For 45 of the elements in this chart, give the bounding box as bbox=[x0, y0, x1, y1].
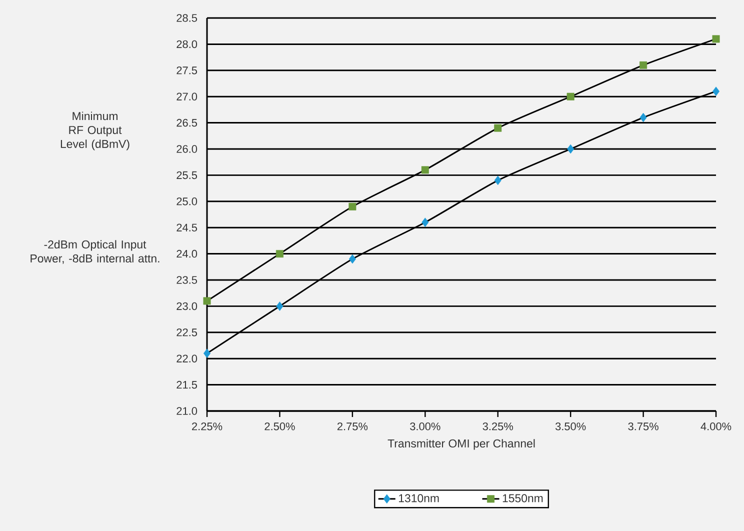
y-tick-label: 25.5 bbox=[176, 171, 198, 180]
point bbox=[348, 202, 356, 210]
y-axis-title: Minimum RF Output Level (dBmV) bbox=[60, 112, 130, 150]
x-tick-label: 4.00% bbox=[700, 422, 732, 430]
x-tick-label: 3.00% bbox=[410, 422, 440, 430]
point bbox=[203, 348, 211, 358]
legend-label: 1550nm bbox=[502, 494, 543, 502]
y-tick-label: 22.0 bbox=[176, 354, 198, 362]
point bbox=[640, 112, 647, 122]
text: -2dBm Optical Input Power, -8dB internal attn. bbox=[30, 240, 160, 264]
y-tick-label: 24.0 bbox=[176, 250, 198, 258]
x-tick-label: 3.75% bbox=[628, 422, 658, 430]
point bbox=[422, 218, 429, 227]
x-tick-label: 2.50% bbox=[264, 422, 295, 430]
point bbox=[203, 297, 211, 305]
x-tick-label: 3.50% bbox=[555, 422, 586, 430]
point bbox=[276, 250, 284, 258]
legend-label: 1310nm bbox=[398, 494, 439, 502]
point bbox=[421, 166, 429, 174]
y-tick-label: 25.0 bbox=[176, 198, 198, 206]
x-tick-label: 2.25% bbox=[192, 422, 222, 430]
y-tick-label: 28.5 bbox=[176, 14, 198, 22]
y-tick-label: 24.5 bbox=[176, 224, 198, 232]
point bbox=[494, 176, 502, 186]
x-tick-label: 2.75% bbox=[337, 422, 368, 430]
x-axis-title: Transmitter OMI per Channel bbox=[388, 439, 535, 450]
point bbox=[712, 35, 720, 43]
y-tick-label: 27.5 bbox=[176, 66, 198, 74]
y-tick-label: 26.5 bbox=[176, 118, 198, 127]
point bbox=[640, 61, 648, 69]
y-tick-label: 21.0 bbox=[176, 407, 198, 415]
y-tick-label: 27.0 bbox=[176, 92, 198, 100]
point bbox=[566, 92, 574, 100]
point bbox=[348, 254, 356, 264]
y-tick-label: 23.5 bbox=[176, 276, 198, 284]
point bbox=[494, 124, 502, 132]
point bbox=[712, 86, 720, 96]
y-tick-label: 22.5 bbox=[176, 328, 198, 336]
point bbox=[276, 302, 284, 311]
y-tick-label: 21.5 bbox=[176, 380, 198, 389]
y-tick-label: 26.0 bbox=[176, 145, 198, 153]
y-tick-label: 28.0 bbox=[176, 40, 198, 48]
point bbox=[567, 144, 574, 154]
x-tick-label: 3.25% bbox=[482, 422, 513, 430]
y-tick-label: 23.0 bbox=[176, 302, 198, 310]
